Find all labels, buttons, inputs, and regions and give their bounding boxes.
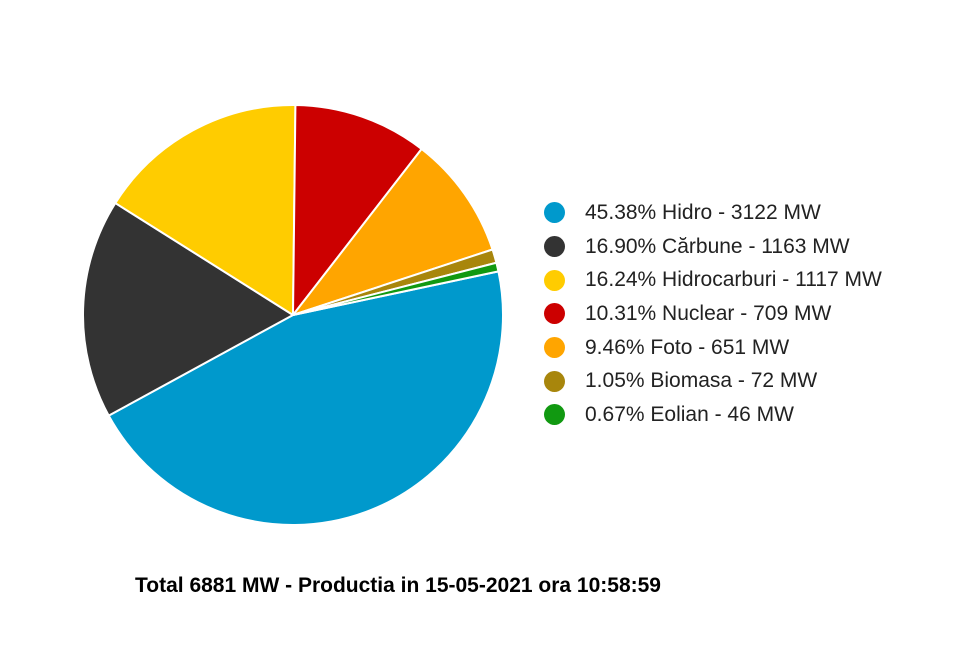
legend-label-foto: 9.46% Foto - 651 MW [585, 335, 790, 359]
legend-item-carbune: 16.90% Cărbune - 1163 MW [544, 230, 882, 264]
legend-label-carbune: 16.90% Cărbune - 1163 MW [585, 234, 850, 258]
pie-chart [82, 104, 504, 526]
legend-label-hidrocarburi: 16.24% Hidrocarburi - 1117 MW [585, 268, 882, 292]
legend-marker-hidro [544, 202, 565, 224]
chart-caption: Total 6881 MW - Productia in 15-05-2021 … [135, 574, 661, 597]
legend-item-nuclear: 10.31% Nuclear - 709 MW [544, 297, 882, 331]
legend-marker-hidrocarburi [544, 269, 565, 291]
legend-item-foto: 9.46% Foto - 651 MW [544, 331, 882, 365]
legend-marker-nuclear [544, 303, 565, 325]
legend-label-hidro: 45.38% Hidro - 3122 MW [585, 200, 821, 224]
pie-slice-carbune [82, 202, 294, 417]
legend-label-nuclear: 10.31% Nuclear - 709 MW [585, 301, 832, 325]
pie-slice-eolian [292, 261, 500, 316]
legend-item-hidrocarburi: 16.24% Hidrocarburi - 1117 MW [544, 263, 882, 297]
pie-slice-nuclear [292, 104, 423, 316]
legend-label-biomasa: 1.05% Biomasa - 72 MW [585, 369, 818, 393]
legend-marker-eolian [544, 404, 565, 426]
pie-slice-hidrocarburi [114, 104, 297, 316]
pie-slice-hidro [107, 270, 504, 526]
legend: 45.38% Hidro - 3122 MW 16.90% Cărbune - … [544, 196, 882, 432]
legend-marker-foto [544, 337, 565, 359]
pie-slice-foto [292, 147, 494, 316]
legend-label-eolian: 0.67% Eolian - 46 MW [585, 402, 794, 426]
legend-marker-biomasa [544, 370, 565, 392]
legend-item-hidro: 45.38% Hidro - 3122 MW [544, 196, 882, 230]
legend-marker-carbune [544, 236, 565, 258]
legend-item-eolian: 0.67% Eolian - 46 MW [544, 398, 882, 432]
legend-item-biomasa: 1.05% Biomasa - 72 MW [544, 364, 882, 398]
